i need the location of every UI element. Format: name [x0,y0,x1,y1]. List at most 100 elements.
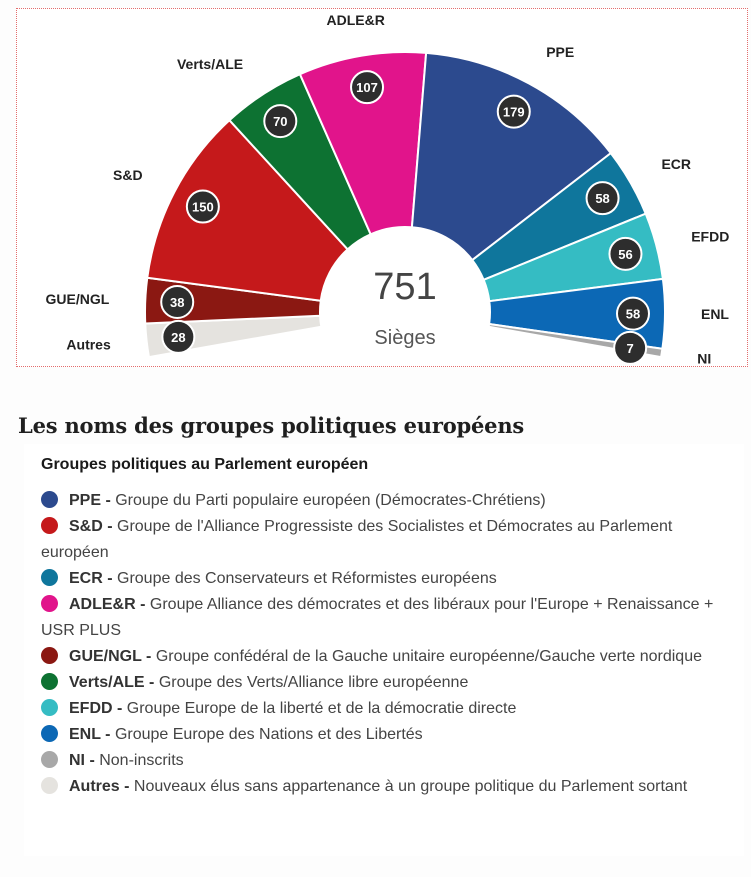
legend-abbreviation: S&D [69,518,103,535]
legend-separator: - [100,726,115,743]
legend-item-ecr: ECR - Groupe des Conservateurs et Réform… [41,566,741,592]
hemicycle-chart: Autres GUE/NGL S&D Verts/ALE ADLE&R PPE ECR EFD… [46,12,730,366]
badge-verts-ale: 70 [263,104,298,139]
legend-description: Groupe Alliance des démocrates et des li… [41,596,714,639]
badge-circle [185,189,220,224]
total-seats-value: 751 [373,266,436,308]
legend-title: Groupes politiques au Parlement européen [41,456,369,473]
badge-circle [161,319,196,354]
legend-abbreviation: ECR [69,570,103,587]
legend-color-dot [41,595,58,612]
segment-s-d [146,118,350,302]
legend-item-verts-ale: Verts/ALE - Groupe des Verts/Alliance li… [41,670,741,696]
badge-ecr: 58 [585,181,620,216]
legend-abbreviation: GUE/NGL [69,648,142,665]
segment-label-enl: ENL [701,306,729,322]
badge-autres: 28 [161,319,196,354]
legend-item-adle-r: ADLE&R - Groupe Alliance des démocrates … [41,592,741,644]
badge-circle [496,94,531,129]
legend-description: Groupe des Verts/Alliance libre européen… [158,674,469,691]
badge-value: 179 [503,105,525,120]
legend-description: Groupe des Conservateurs et Réformistes … [117,570,497,587]
legend-color-dot [41,699,58,716]
total-seats-label: Sièges [374,327,435,349]
legend-color-dot [41,517,58,534]
badge-ni: 7 [613,330,648,365]
badge-circle [615,296,650,331]
segment-label-verts-ale: Verts/ALE [177,56,243,72]
legend-item-s-d: S&D - Groupe de l'Alliance Progressiste … [41,514,741,566]
badge-value: 28 [171,330,185,345]
badge-value: 150 [192,200,214,215]
badge-value: 38 [170,295,184,310]
legend-abbreviation: EFDD [69,700,113,717]
legend-item-autres: Autres - Nouveaux élus sans appartenance… [41,774,741,800]
legend-item-ni: NI - Non-inscrits [41,748,741,774]
legend-color-dot [41,673,58,690]
badge-ppe: 179 [496,94,531,129]
legend-abbreviation: ENL [69,726,101,743]
chart-segments [144,51,666,359]
badge-value: 107 [356,80,378,95]
segment-label-ppe: PPE [546,44,574,60]
badge-value: 58 [595,191,609,206]
legend-abbreviation: Autres [69,778,120,795]
section-title: Les noms des groupes politiques européen… [18,413,525,438]
legend-panel: Groupes politiques au Parlement européen… [24,444,744,856]
segment-label-ni: NI [697,351,711,366]
badge-value: 7 [627,341,634,356]
legend-separator: - [112,700,127,717]
legend-abbreviation: ADLE&R [69,596,136,613]
segment-label-s-d: S&D [113,167,143,183]
legend-color-dot [41,725,58,742]
hemicycle-chart-container: Autres GUE/NGL S&D Verts/ALE ADLE&R PPE ECR EFD… [16,8,748,367]
badge-enl: 58 [615,296,650,331]
badge-circle [613,330,648,365]
legend-separator: - [135,596,150,613]
badge-value: 70 [273,114,287,129]
badge-value: 56 [618,247,632,262]
badge-circle [263,104,298,139]
legend-separator: - [101,492,116,509]
segment-label-efdd: EFDD [691,229,729,245]
legend-description: Groupe confédéral de la Gauche unitaire … [155,648,702,665]
segment-label-adle-r: ADLE&R [327,12,385,28]
badge-adle-r: 107 [350,70,385,105]
legend-color-dot [41,647,58,664]
legend-separator: - [141,648,156,665]
legend-separator: - [85,752,100,769]
badge-circle [608,236,643,271]
badge-circle [160,284,195,319]
segment-label-gue-ngl: GUE/NGL [46,291,110,307]
legend-item-gue-ngl: GUE/NGL - Groupe confédéral de la Gauche… [41,644,741,670]
legend-separator: - [119,778,134,795]
badge-value: 58 [626,307,640,322]
badge-circle [585,181,620,216]
legend-color-dot [41,777,58,794]
legend-separator: - [102,570,117,587]
legend-separator: - [102,518,117,535]
segment-label-ecr: ECR [661,156,691,172]
legend-description: Groupe du Parti populaire européen (Démo… [115,492,546,509]
segment-ppe [410,51,613,262]
badge-s-d: 150 [185,189,220,224]
legend-abbreviation: NI [69,752,85,769]
legend-item-efdd: EFDD - Groupe Europe de la liberté et de… [41,696,741,722]
legend-separator: - [144,674,159,691]
legend-description: Groupe de l'Alliance Progressiste des So… [41,518,673,561]
legend-item-enl: ENL - Groupe Europe des Nations et des L… [41,722,741,748]
badge-efdd: 56 [608,236,643,271]
legend-list: PPE - Groupe du Parti populaire européen… [41,488,741,800]
legend-description: Groupe Europe de la liberté et de la dém… [126,700,517,717]
legend-color-dot [41,569,58,586]
legend-description: Nouveaux élus sans appartenance à un gro… [133,778,688,795]
legend-abbreviation: Verts/ALE [69,674,145,691]
legend-item-ppe: PPE - Groupe du Parti populaire européen… [41,488,741,514]
legend-color-dot [41,751,58,768]
segment-label-autres: Autres [66,336,111,352]
legend-color-dot [41,491,58,508]
chart-labels: Autres GUE/NGL S&D Verts/ALE ADLE&R PPE ECR EFD… [46,12,730,366]
legend-description: Non-inscrits [99,752,184,769]
chart-badges: 28 38 150 70 107 179 58 56 58 7 [160,70,650,365]
badge-circle [350,70,385,105]
